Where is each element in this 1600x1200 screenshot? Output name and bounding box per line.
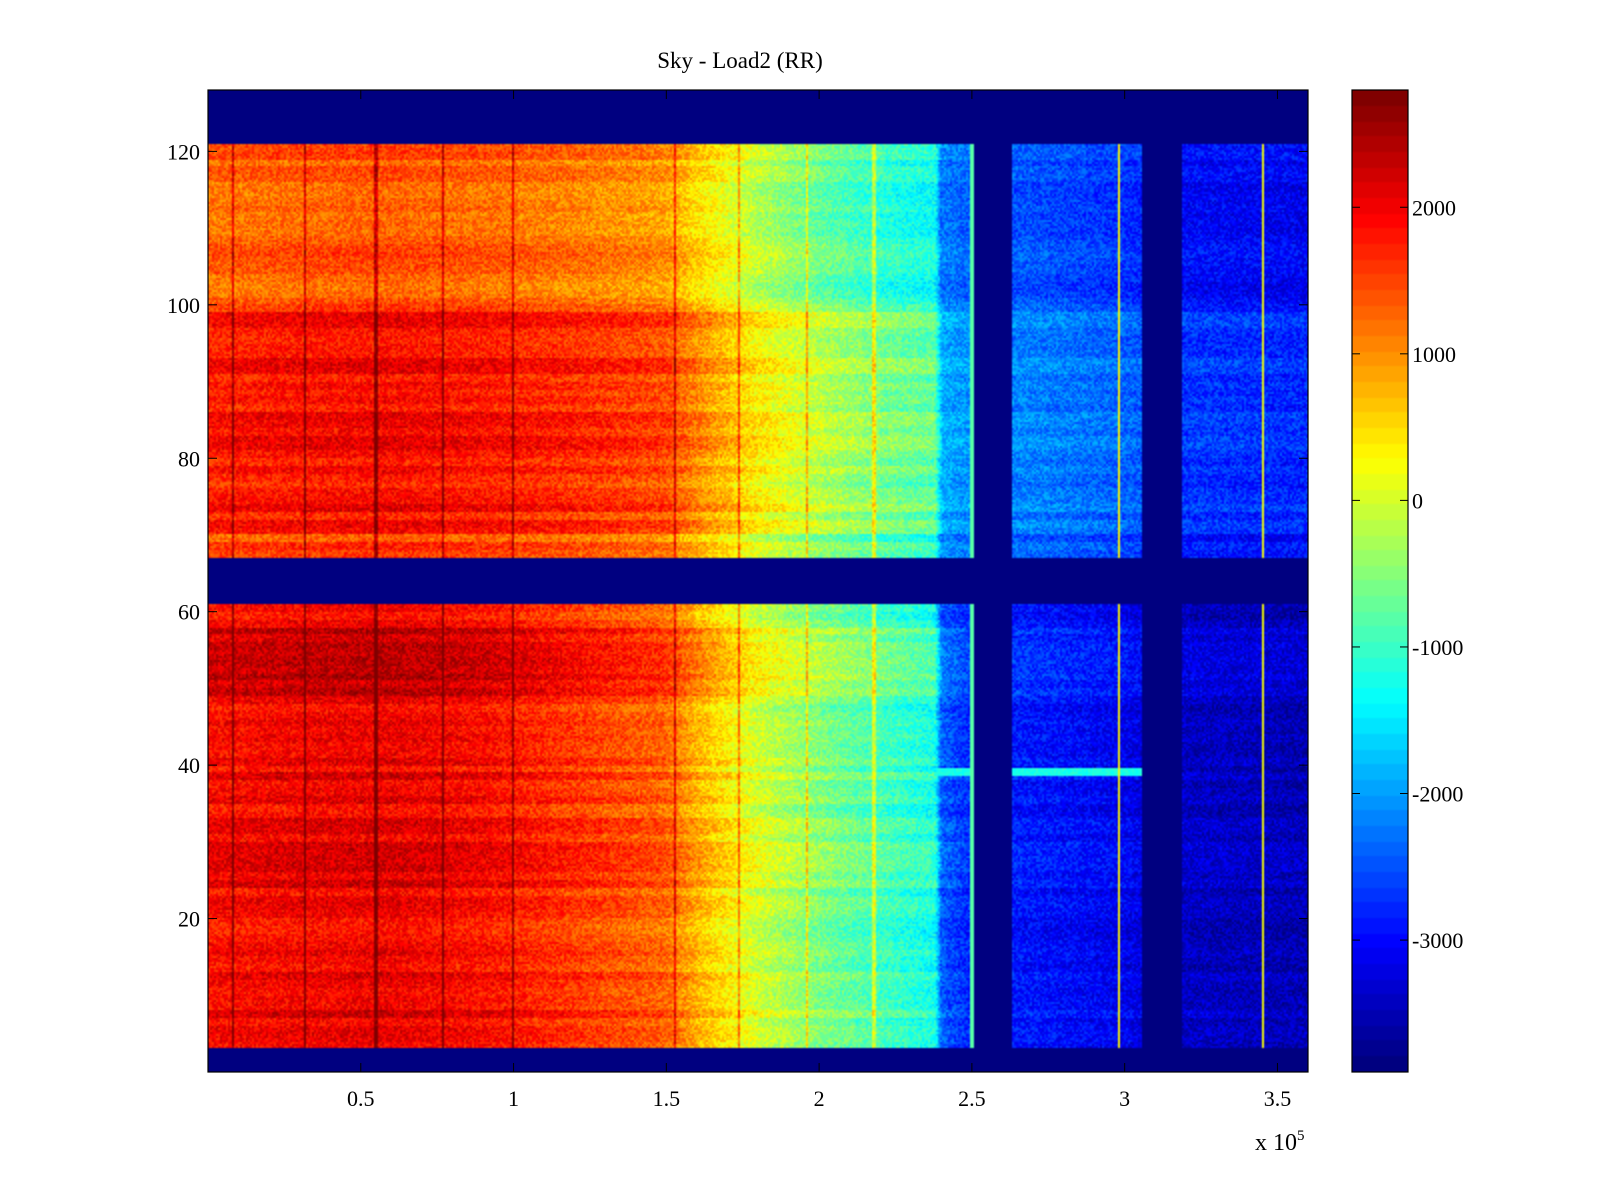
heatmap-image (208, 90, 1308, 1072)
colorbar-tick-label: -3000 (1412, 928, 1463, 953)
y-tick-label: 80 (178, 446, 200, 471)
y-axis: 20 40 60 80 100 120 (167, 139, 1308, 932)
x-tick-label: 0.5 (347, 1086, 375, 1111)
x-axis-multiplier: x 105 (1255, 1128, 1305, 1156)
y-tick-label: 100 (167, 293, 200, 318)
y-tick-label: 20 (178, 907, 200, 932)
heatmap-plot-area (207, 89, 1309, 1073)
y-tick-label: 60 (178, 600, 200, 625)
chart-title: Sky - Load2 (RR) (657, 48, 822, 73)
x-axis: 0.5 1 1.5 2 2.5 3 3.5 (347, 90, 1291, 1111)
x-tick-label: 3.5 (1264, 1086, 1292, 1111)
axes-frame (207, 89, 1309, 1073)
x-tick-label: 1.5 (653, 1086, 681, 1111)
y-tick-label: 120 (167, 139, 200, 164)
colorbar-tick-label: 1000 (1412, 342, 1456, 367)
colorbar-gradient (1352, 90, 1408, 1072)
colorbar-tick-label: 2000 (1412, 195, 1456, 220)
y-tick-label: 40 (178, 753, 200, 778)
x-tick-label: 3 (1119, 1086, 1130, 1111)
colorbar: 2000 1000 0 -1000 -2000 -3000 (1351, 89, 1463, 1073)
colorbar-ticks: 2000 1000 0 -1000 -2000 -3000 (1352, 195, 1463, 953)
x-tick-label: 2.5 (958, 1086, 986, 1111)
colorbar-tick-label: -1000 (1412, 635, 1463, 660)
x-tick-label: 2 (814, 1086, 825, 1111)
colorbar-tick-label: 0 (1412, 488, 1423, 513)
colorbar-frame (1351, 89, 1409, 1073)
colorbar-tick-label: -2000 (1412, 782, 1463, 807)
x-tick-label: 1 (508, 1086, 519, 1111)
